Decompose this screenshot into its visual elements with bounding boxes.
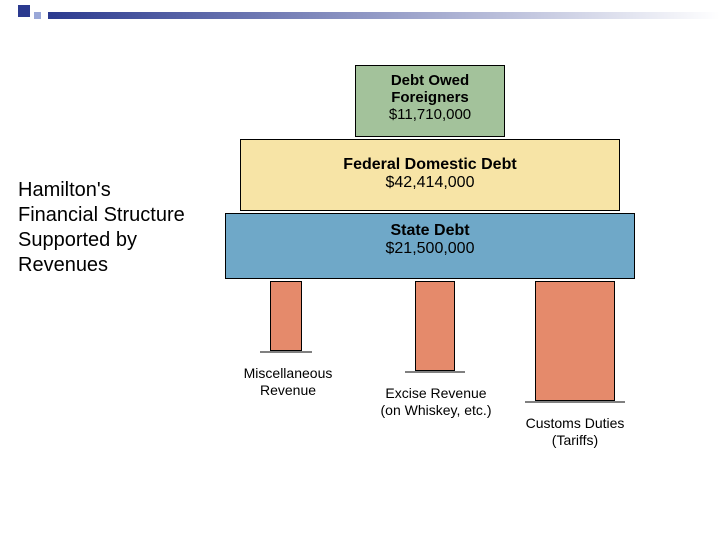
block-top-title: Debt Owed Foreigners — [356, 72, 504, 106]
pillar-excise-revenue — [415, 281, 455, 371]
block-federal-domestic-debt: Federal Domestic Debt $42,414,000 — [240, 139, 620, 211]
pillar-excise-baseline — [405, 371, 465, 373]
pillar-customs-duties — [535, 281, 615, 401]
pillar-excise-label: Excise Revenue (on Whiskey, etc.) — [377, 385, 495, 419]
caption-text: Hamilton's Financial Structure Supported… — [18, 178, 188, 278]
block-top-value: $11,710,000 — [356, 106, 504, 123]
block-debt-owed-foreigners: Debt Owed Foreigners $11,710,000 — [355, 65, 505, 137]
block-bottom-inner: State Debt $21,500,000 — [254, 222, 606, 258]
header-decoration — [0, 0, 720, 24]
block-middle-value: $42,414,000 — [241, 174, 619, 192]
block-middle-title: Federal Domestic Debt — [241, 156, 619, 174]
block-bottom-title: State Debt — [254, 222, 606, 240]
header-square-large — [18, 5, 30, 17]
header-gradient-line — [48, 12, 720, 19]
pillar-customs-label: Customs Duties (Tariffs) — [515, 415, 635, 449]
block-bottom-value: $21,500,000 — [254, 240, 606, 258]
pillar-misc-label: Miscellaneous Revenue — [233, 365, 343, 399]
block-state-debt: State Debt $21,500,000 — [225, 213, 635, 279]
pillar-customs-baseline — [525, 401, 625, 403]
financial-structure-diagram: Debt Owed Foreigners $11,710,000 Federal… — [215, 65, 645, 475]
header-square-small — [34, 12, 41, 19]
pillar-misc-baseline — [260, 351, 312, 353]
pillar-miscellaneous-revenue — [270, 281, 302, 351]
